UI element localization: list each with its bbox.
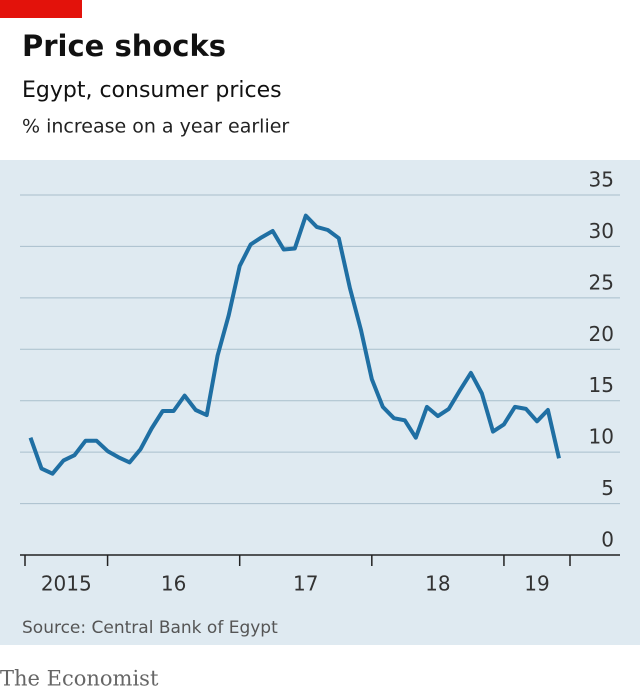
x-tick-label: 18: [425, 572, 450, 596]
chart-subtitle: Egypt, consumer prices: [22, 78, 282, 103]
source: Source: Central Bank of Egypt: [22, 618, 278, 638]
y-tick-label: 15: [589, 373, 614, 397]
x-tick-label: 19: [524, 572, 549, 596]
y-tick-label: 35: [589, 168, 614, 192]
publisher: The Economist: [0, 667, 159, 691]
chart-title: Price shocks: [22, 29, 226, 63]
y-tick-label: 25: [589, 270, 614, 294]
y-tick-label: 0: [601, 528, 614, 552]
y-tick-label: 10: [589, 425, 614, 449]
plot-background: [0, 160, 640, 645]
y-axis-label: % increase on a year earlier: [22, 116, 289, 138]
y-tick-label: 5: [601, 476, 614, 500]
series-line: [28, 213, 561, 476]
x-tick-label: 2015: [41, 572, 92, 596]
x-tick-label: 16: [161, 572, 186, 596]
x-tick-label: 17: [293, 572, 318, 596]
y-tick-label: 20: [589, 322, 614, 346]
y-tick-label: 30: [589, 219, 614, 243]
brand-tag: [0, 0, 82, 18]
